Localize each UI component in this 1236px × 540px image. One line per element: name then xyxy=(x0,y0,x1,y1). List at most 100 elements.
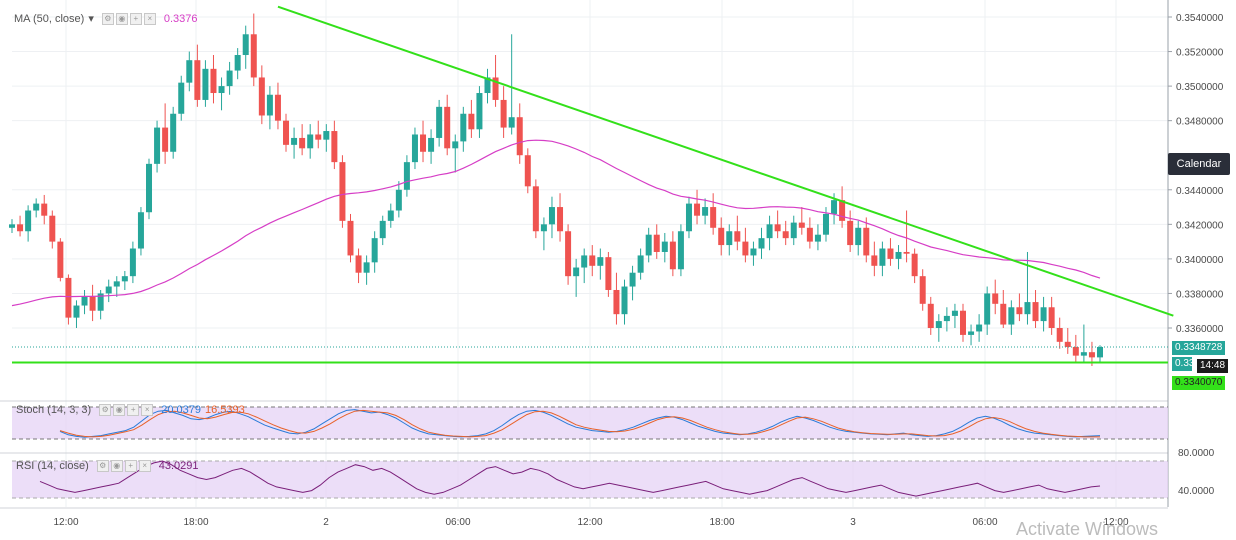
rsi-value: 43.0291 xyxy=(158,460,199,472)
ma-value: 0.3376 xyxy=(163,12,198,25)
candle-body xyxy=(943,315,950,322)
stoch-legend[interactable]: Stoch (14, 3, 3) ⚙ ◉ + × 20.0379 16.5393 xyxy=(16,404,245,416)
close-icon[interactable]: × xyxy=(138,460,151,472)
candle-body xyxy=(129,248,136,277)
candle-body xyxy=(645,234,652,256)
candle-body xyxy=(460,113,467,142)
candle-body xyxy=(162,127,169,152)
time-tick-label: 18:00 xyxy=(709,517,734,528)
candle-body xyxy=(154,127,161,164)
candle-body xyxy=(452,141,459,149)
candle-body xyxy=(927,303,934,328)
candle-body xyxy=(694,203,701,216)
candle-body xyxy=(1024,302,1031,315)
candle-body xyxy=(589,255,596,266)
candle-body xyxy=(782,231,789,239)
candle-body xyxy=(73,305,80,318)
rsi-label: RSI (14, close) xyxy=(16,460,89,472)
ma-buttons[interactable]: ⚙ ◉ + × xyxy=(101,12,156,25)
ma-dropdown-icon[interactable]: ▾ xyxy=(88,13,94,25)
candle-body xyxy=(194,60,201,100)
plus-icon[interactable]: + xyxy=(124,460,137,472)
rsi-buttons[interactable]: ⚙ ◉ + × xyxy=(96,460,151,472)
candle-body xyxy=(476,93,483,130)
candle-body xyxy=(895,251,902,259)
ma-legend[interactable]: MA (50, close) ▾ ⚙ ◉ + × 0.3376 xyxy=(14,12,198,25)
rsi-axis[interactable]: 80.0000 40.0000 xyxy=(1178,448,1215,497)
price-tick-label: 0.3380000 xyxy=(1176,289,1224,300)
price-axis[interactable]: 0.3540000 0.3520000 0.3500000 0.3480000 0.34… xyxy=(1168,13,1224,335)
settings-icon[interactable]: ⚙ xyxy=(99,404,112,416)
rsi-band xyxy=(12,460,1168,499)
price-tick-label: 0.3440000 xyxy=(1176,186,1224,197)
candle-body xyxy=(702,207,709,216)
countdown-tag: 14:48 xyxy=(1197,359,1229,373)
candle-body xyxy=(1097,347,1103,358)
candle-body xyxy=(798,222,805,228)
candle-body xyxy=(25,210,32,232)
candle-body xyxy=(565,231,572,277)
candle-body xyxy=(742,241,749,256)
candle-body xyxy=(839,200,846,221)
candle-body xyxy=(186,60,193,83)
candle-body xyxy=(718,227,725,246)
candle-body xyxy=(806,227,813,242)
plus-icon[interactable]: + xyxy=(127,404,140,416)
candle-body xyxy=(871,255,878,266)
candle-body xyxy=(887,248,894,259)
candle-body xyxy=(299,137,306,149)
candle-body xyxy=(41,203,48,216)
candle-body xyxy=(49,215,56,242)
price-tick-label: 0.3360000 xyxy=(1176,324,1224,335)
candle-body xyxy=(935,321,942,328)
candle-body xyxy=(258,77,265,116)
close-icon[interactable]: × xyxy=(141,404,154,416)
candle-body xyxy=(637,255,644,273)
eye-icon[interactable]: ◉ xyxy=(113,404,126,416)
candle-body xyxy=(653,234,660,252)
eye-icon[interactable]: ◉ xyxy=(110,460,123,472)
candle-body xyxy=(1040,307,1047,322)
candle-body xyxy=(516,117,523,156)
eye-icon[interactable]: ◉ xyxy=(115,12,128,25)
candle-body xyxy=(323,131,330,140)
time-tick-label: 12:00 xyxy=(577,517,602,528)
candle-body xyxy=(774,224,781,232)
settings-icon[interactable]: ⚙ xyxy=(101,12,114,25)
candle-body xyxy=(581,255,588,268)
settings-icon[interactable]: ⚙ xyxy=(96,460,109,472)
rsi-legend[interactable]: RSI (14, close) ⚙ ◉ + × 43.0291 xyxy=(16,460,199,472)
stoch-d-value: 16.5393 xyxy=(204,404,245,416)
candle-body xyxy=(137,212,144,249)
candle-body xyxy=(919,276,926,304)
rsi-tick-label: 40.0000 xyxy=(1178,486,1215,497)
candle-body xyxy=(766,224,773,239)
stoch-k-value: 20.0379 xyxy=(161,404,201,416)
candle-body xyxy=(1016,307,1023,315)
time-tick-label: 06:00 xyxy=(445,517,470,528)
descending-trendline xyxy=(277,5,1174,317)
candle-body xyxy=(121,276,128,282)
candle-body xyxy=(339,162,346,221)
candle-body xyxy=(89,296,96,311)
close-icon[interactable]: × xyxy=(143,12,156,25)
candle-body xyxy=(250,34,257,78)
time-axis[interactable]: 12:00 18:00 2 06:00 12:00 18:00 3 06:00 12:00 xyxy=(53,517,1128,528)
candle-body xyxy=(629,272,636,287)
candle-body xyxy=(605,257,612,290)
calendar-button[interactable]: Calendar xyxy=(1168,153,1230,175)
candle-body xyxy=(1032,302,1039,322)
candle-body xyxy=(524,155,531,187)
stoch-d-line xyxy=(59,409,1100,438)
overlays xyxy=(11,5,1174,364)
candle-body xyxy=(146,163,153,213)
candle-body xyxy=(1000,303,1007,325)
candle-body xyxy=(387,210,394,221)
price-tick-label: 0.3520000 xyxy=(1176,48,1224,59)
plus-icon[interactable]: + xyxy=(129,12,142,25)
candle-body xyxy=(911,253,918,277)
candle-body xyxy=(266,94,273,116)
candle-body xyxy=(57,241,64,278)
stoch-buttons[interactable]: ⚙ ◉ + × xyxy=(99,404,154,416)
